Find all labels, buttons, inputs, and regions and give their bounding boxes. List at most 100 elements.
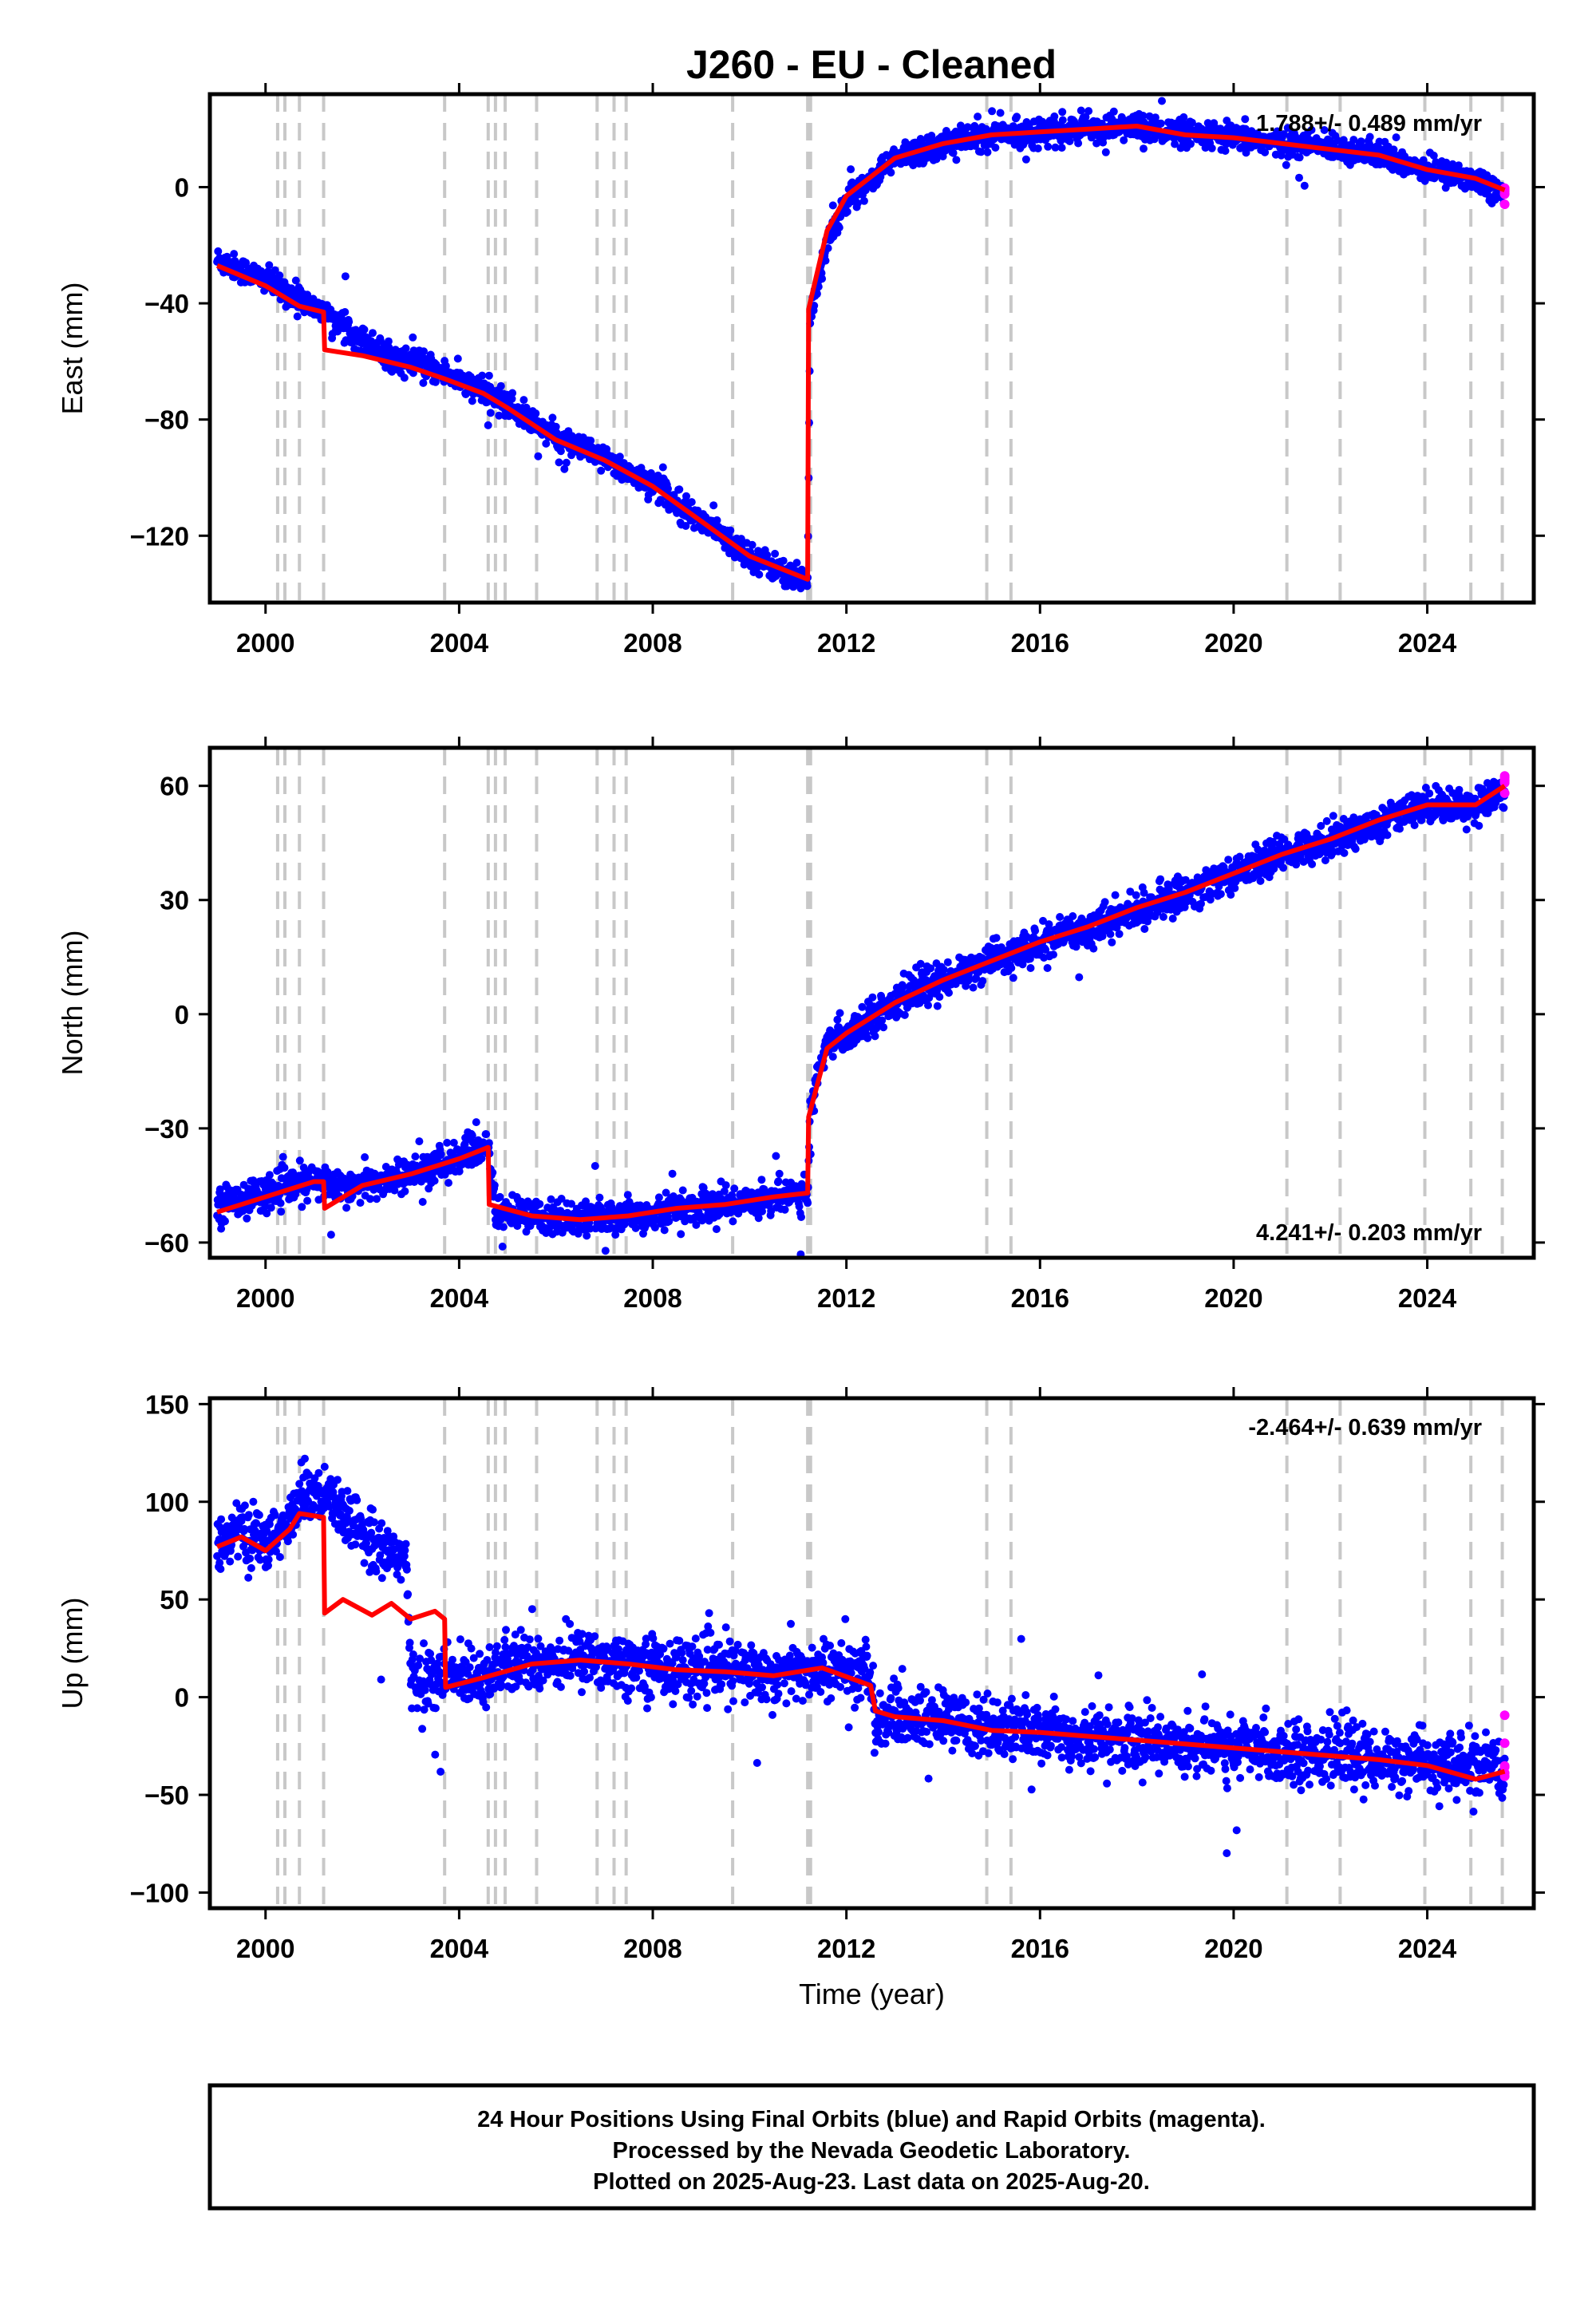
north-data-point: [1329, 812, 1337, 820]
north-data-point: [449, 1138, 458, 1147]
north-panel: 2000 2004 2008 2012 2016 2020 2024−60−3003060N…: [56, 737, 1545, 1313]
north-data-point: [535, 1199, 544, 1208]
north-data-point: [712, 1225, 721, 1234]
north-data-point: [295, 1156, 304, 1165]
north-data-point: [1321, 856, 1329, 864]
north-data-point: [668, 1169, 677, 1178]
north-data-point: [547, 1195, 555, 1203]
north-data-point: [678, 1186, 687, 1195]
north-data-point: [1193, 873, 1202, 882]
north-data-point: [443, 1138, 452, 1147]
north-data-point: [699, 1184, 708, 1192]
north-data-point: [665, 1217, 674, 1226]
north-data-point: [430, 1176, 439, 1185]
east-data-point: [1065, 137, 1074, 145]
east-data-point: [853, 199, 862, 207]
east-data-point: [341, 272, 350, 281]
north-data-point: [774, 1177, 783, 1186]
east-data-point: [721, 543, 729, 552]
north-data-point: [1256, 876, 1265, 885]
north-data-point: [992, 934, 1001, 943]
east-data-point: [771, 549, 780, 558]
north-data-point: [835, 1023, 843, 1032]
east-data-point: [1300, 181, 1309, 190]
north-data-point: [662, 1188, 670, 1197]
east-data-point: [341, 308, 350, 316]
east-data-point: [779, 556, 788, 565]
north-data-point: [595, 1193, 604, 1202]
north-data-point: [267, 1203, 275, 1212]
east-data-point: [996, 109, 1005, 117]
north-data-point: [496, 1192, 504, 1201]
north-data-point: [945, 989, 953, 997]
east-data-point: [548, 413, 557, 422]
north-data-point: [557, 1195, 566, 1203]
north-data-point: [1231, 883, 1239, 892]
east-data-point: [1077, 106, 1085, 115]
north-data-point: [1235, 852, 1244, 861]
north-data-point: [1159, 912, 1167, 921]
east-data-point: [508, 394, 516, 403]
north-data-point: [567, 1199, 575, 1208]
east-data-point: [843, 207, 851, 216]
east-data-point: [828, 201, 837, 210]
north-data-point: [1340, 848, 1349, 857]
east-data-point: [1187, 140, 1195, 148]
north-data-point: [1069, 912, 1077, 920]
east-data-point: [917, 136, 926, 145]
east-data-point: [988, 107, 997, 116]
north-data-point: [215, 1185, 224, 1194]
east-data-point: [709, 501, 718, 510]
east-data-point: [486, 409, 495, 417]
east-data-point: [1221, 147, 1230, 155]
east-data-point: [484, 371, 493, 380]
east-data-point: [384, 337, 393, 346]
north-data-point: [868, 993, 877, 1002]
east-data-point: [508, 389, 517, 397]
north-data-point: [775, 1169, 784, 1178]
north-data-point: [326, 1231, 335, 1239]
east-data-point: [909, 161, 918, 170]
east-x-tick-label: 2012: [817, 628, 875, 658]
east-data-point: [1242, 148, 1250, 157]
north-data-point: [1279, 864, 1288, 872]
north-data-point: [965, 974, 974, 983]
east-data-point: [737, 535, 745, 543]
north-data-point: [1009, 974, 1017, 982]
east-data-point: [1033, 144, 1042, 152]
east-rate-label: 1.788+/- 0.489 mm/yr: [1256, 111, 1482, 136]
north-data-point: [1041, 946, 1050, 954]
east-data-point: [803, 582, 812, 591]
north-data-point: [1140, 925, 1149, 933]
east-data-point: [271, 266, 279, 275]
east-data-point: [265, 261, 274, 270]
north-data-point: [863, 1034, 872, 1042]
north-data-point: [460, 1140, 469, 1148]
east-x-tick-label: 2016: [1011, 628, 1069, 658]
east-data-point: [675, 485, 684, 494]
east-data-point: [453, 354, 462, 363]
north-data-point: [943, 958, 952, 966]
north-data-point: [1031, 927, 1040, 935]
east-data-point: [1241, 115, 1250, 124]
east-data-point: [681, 522, 690, 530]
north-data-point: [601, 1247, 610, 1255]
east-data-point: [275, 271, 284, 280]
east-data-point: [587, 437, 595, 445]
north-data-point: [660, 1226, 669, 1235]
east-data-point: [1058, 116, 1067, 124]
east-data-point: [214, 247, 223, 255]
north-data-point: [1039, 916, 1047, 925]
east-data-point: [687, 498, 696, 507]
north-data-point: [730, 1184, 739, 1193]
north-data-point: [289, 1168, 298, 1177]
north-data-point: [1322, 816, 1331, 825]
east-data-point: [1295, 153, 1304, 162]
east-data-point: [859, 196, 868, 205]
north-data-point: [261, 1202, 270, 1211]
north-data-point: [1049, 951, 1057, 959]
east-data-point: [345, 318, 354, 326]
north-data-point: [729, 1217, 737, 1226]
east-data-point: [420, 347, 428, 356]
